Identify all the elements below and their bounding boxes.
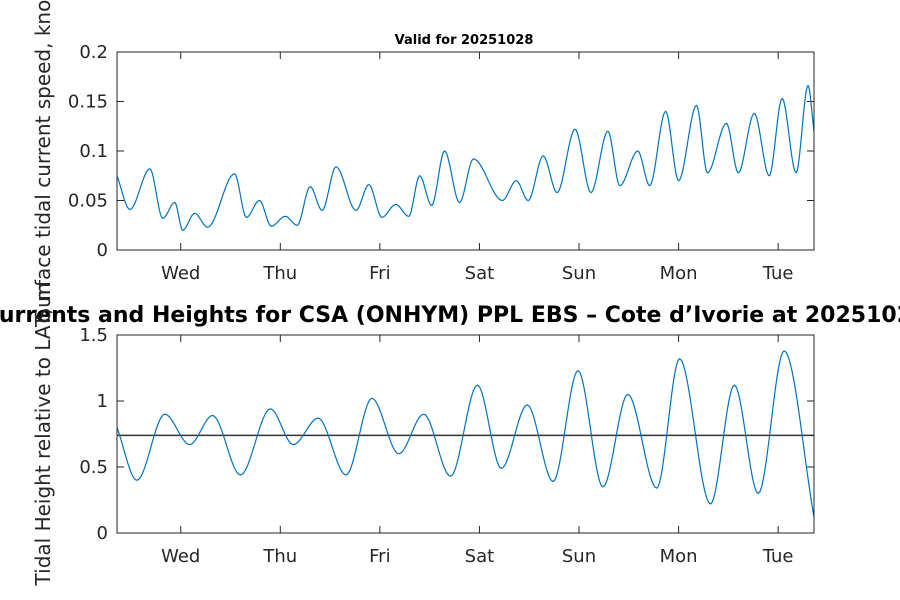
current-ytick-label-0: 0 bbox=[97, 240, 108, 261]
current-xtick-label-thu: Thu bbox=[262, 263, 297, 284]
height-xtick-label-wed: Wed bbox=[161, 546, 200, 567]
current-ylabel: Surface tidal current speed, knots bbox=[31, 0, 55, 321]
height-xtick-label-fri: Fri bbox=[369, 546, 390, 567]
current-axes-box bbox=[116, 51, 815, 251]
height-xtick-label-mon: Mon bbox=[660, 546, 698, 567]
height-ytick-label-3: 1.5 bbox=[79, 325, 108, 346]
height-xtick-label-tue: Tue bbox=[762, 546, 794, 567]
height-ticks: Wed Thu Fri Sat Sun Mon Tue 0 0.5 1 1.5 bbox=[79, 325, 814, 567]
height-series-group bbox=[116, 350, 815, 518]
current-xtick-label-sun: Sun bbox=[562, 263, 596, 284]
tidal-height-axes: Wed Thu Fri Sat Sun Mon Tue 0 0.5 1 1.5 bbox=[79, 325, 815, 567]
current-ytick-label-1: 0.05 bbox=[68, 191, 108, 212]
figure-title: Currents and Heights for CSA (ONHYM) PPL… bbox=[0, 303, 900, 328]
current-xtick-label-tue: Tue bbox=[762, 263, 794, 284]
height-series-line bbox=[116, 350, 815, 518]
current-speed-axes: Valid for 20251028 Wed Thu Fri Sat Sun Mon Tue… bbox=[68, 33, 815, 284]
current-plot-area bbox=[117, 52, 814, 250]
height-ytick-label-2: 1 bbox=[97, 391, 108, 412]
current-series-line bbox=[116, 84, 815, 231]
current-xtick-label-fri: Fri bbox=[369, 263, 390, 284]
height-ytick-label-0: 0 bbox=[97, 523, 108, 544]
height-ytick-label-1: 0.5 bbox=[79, 457, 108, 478]
height-xtick-label-sun: Sun bbox=[562, 546, 596, 567]
height-xtick-label-thu: Thu bbox=[262, 546, 297, 567]
current-xtick-label-mon: Mon bbox=[660, 263, 698, 284]
current-ytick-label-2: 0.1 bbox=[79, 141, 108, 162]
current-series-group bbox=[116, 84, 815, 231]
current-ytick-label-4: 0.2 bbox=[79, 42, 108, 63]
height-ylabel: Tidal Height relative to LAT, m bbox=[31, 283, 55, 587]
current-xtick-label-sat: Sat bbox=[465, 263, 495, 284]
height-xtick-label-sat: Sat bbox=[465, 546, 495, 567]
current-ytick-label-3: 0.15 bbox=[68, 92, 108, 113]
current-xtick-label-wed: Wed bbox=[161, 263, 200, 284]
current-chart-title: Valid for 20251028 bbox=[395, 33, 534, 48]
height-axes-box bbox=[116, 334, 815, 534]
current-ticks: Wed Thu Fri Sat Sun Mon Tue 0 0.05 0.1 0.15 0.2 bbox=[68, 42, 814, 284]
height-plot-area bbox=[117, 335, 814, 533]
